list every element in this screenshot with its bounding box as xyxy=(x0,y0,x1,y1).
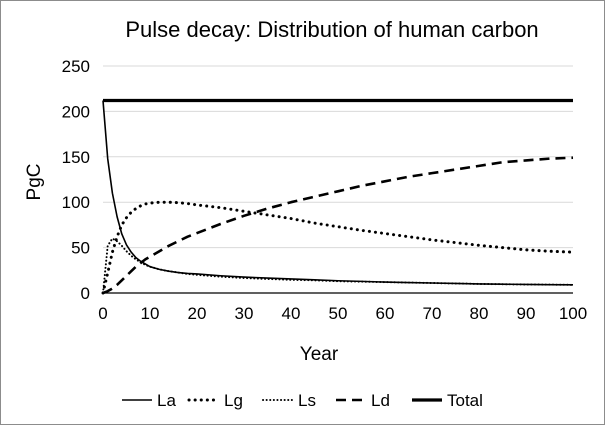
x-axis-title: Year xyxy=(300,344,339,365)
x-tick-label: 0 xyxy=(98,304,107,323)
x-tick-label: 10 xyxy=(141,304,160,323)
legend-label-ld: Ld xyxy=(371,391,390,410)
x-tick-label: 80 xyxy=(470,304,489,323)
series-line-ld xyxy=(102,156,574,295)
series-line-lg xyxy=(101,200,575,295)
legend-label-lg: Lg xyxy=(224,391,243,410)
legend: La Lg Ls Ld Total xyxy=(122,391,483,410)
chart-title: Pulse decay: Distribution of human carbo… xyxy=(125,17,538,42)
x-tick-labels: 0 10 20 30 40 50 60 70 80 90 100 xyxy=(98,304,587,323)
x-tick-label: 90 xyxy=(517,304,536,323)
legend-label-ls: Ls xyxy=(298,391,316,410)
x-tick-label: 30 xyxy=(235,304,254,323)
series-line-ls xyxy=(102,237,574,294)
series-line-la xyxy=(102,100,574,286)
y-tick-label: 0 xyxy=(81,284,90,303)
y-tick-label: 150 xyxy=(62,148,90,167)
x-tick-label: 50 xyxy=(329,304,348,323)
gridlines xyxy=(103,65,573,249)
x-tick-label: 20 xyxy=(188,304,207,323)
x-tick-label: 60 xyxy=(376,304,395,323)
legend-label-la: La xyxy=(157,391,176,410)
legend-label-total: Total xyxy=(447,391,483,410)
y-tick-label: 50 xyxy=(71,239,90,258)
x-tick-label: 40 xyxy=(282,304,301,323)
x-tick-label: 70 xyxy=(423,304,442,323)
series-lines xyxy=(101,98,575,295)
y-tick-label: 250 xyxy=(62,57,90,76)
x-tick-label: 100 xyxy=(559,304,587,323)
y-tick-labels: 0 50 100 150 200 250 xyxy=(62,57,90,303)
y-tick-label: 200 xyxy=(62,102,90,121)
y-tick-label: 100 xyxy=(62,193,90,212)
y-axis-title: PgC xyxy=(24,164,45,201)
